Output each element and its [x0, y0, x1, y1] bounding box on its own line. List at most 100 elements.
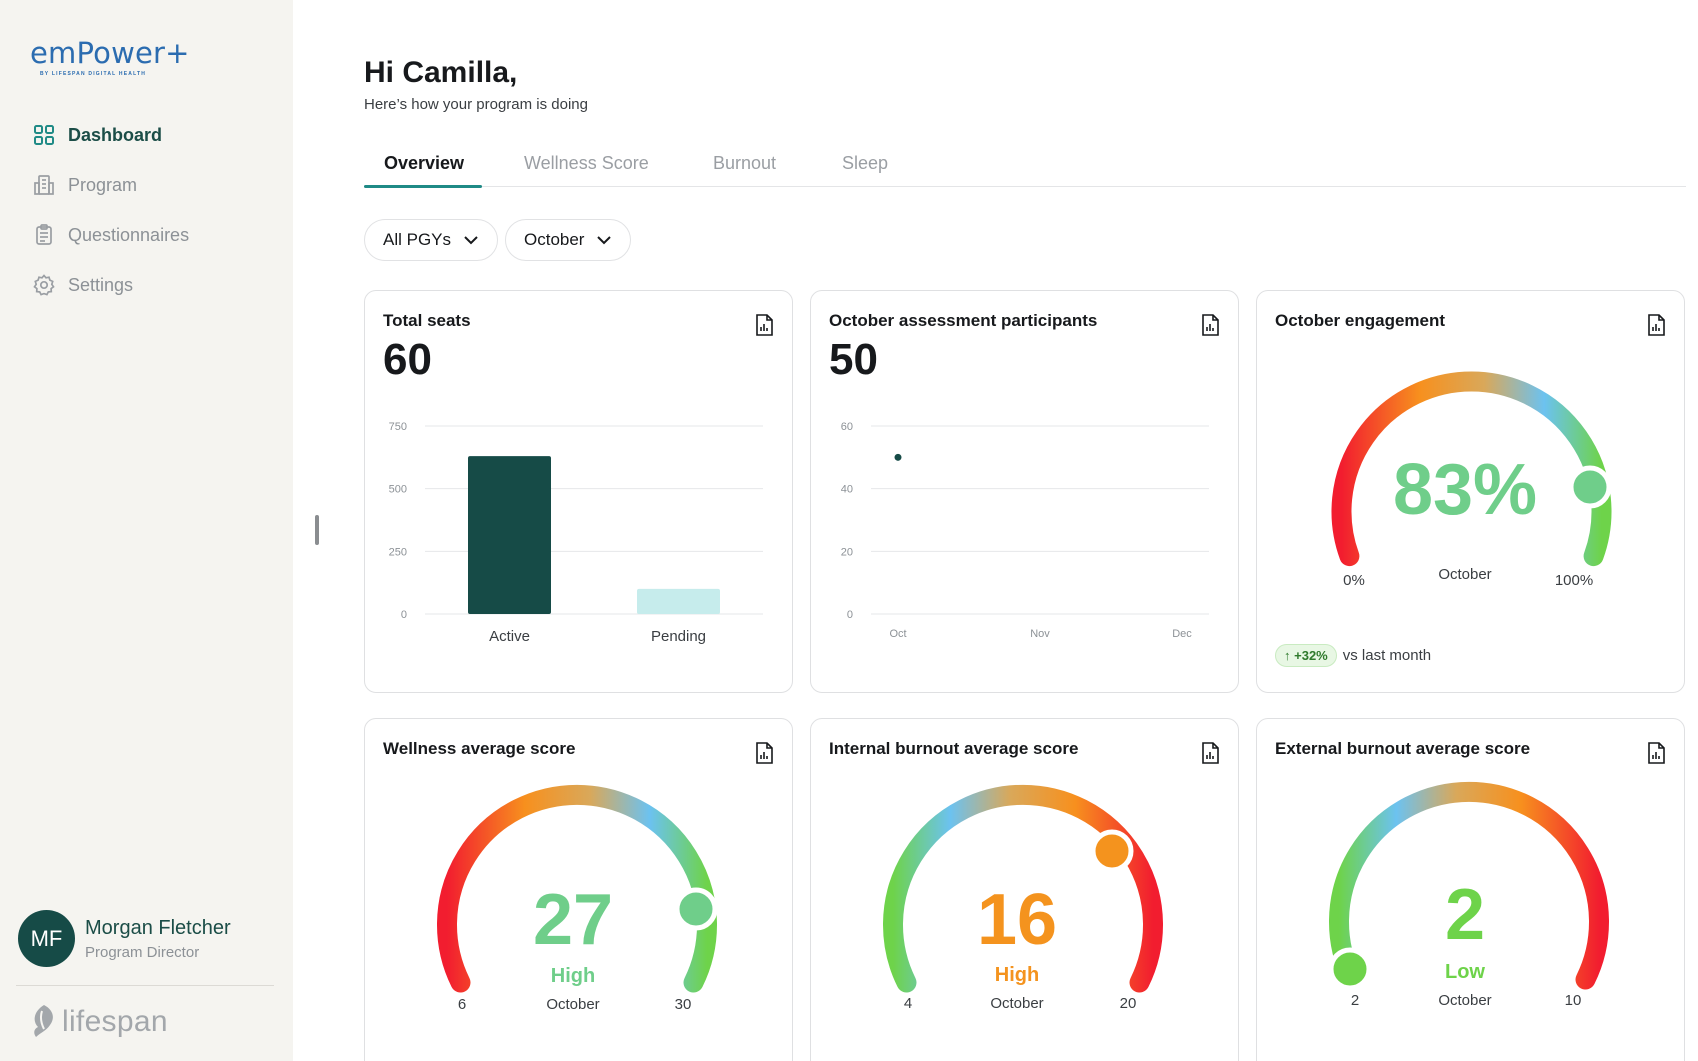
- bar: [637, 588, 720, 614]
- report-icon[interactable]: [754, 741, 774, 765]
- participants-value: 50: [829, 335, 878, 384]
- gauge-arc: [883, 784, 1163, 993]
- sidebar-item-label: Program: [68, 174, 138, 195]
- avatar: MF: [18, 910, 75, 967]
- lifespan-logo: lifespan: [30, 1003, 168, 1041]
- card-title: October engagement: [1275, 311, 1446, 330]
- engagement-card: October engagement 83% October 0% 100% ↑…: [1256, 290, 1685, 693]
- brand-tagline: BY LIFESPAN DIGITAL HEALTH: [40, 71, 147, 77]
- gauge-max-label: 30: [675, 996, 692, 1013]
- report-icon[interactable]: [1646, 741, 1666, 765]
- y-tick-label: 0: [847, 609, 853, 621]
- data-point: [894, 453, 902, 461]
- internal-burnout-level: High: [995, 964, 1039, 986]
- gauge-marker: [1090, 829, 1134, 873]
- gear-icon: [33, 274, 55, 296]
- gauge-max-label: 20: [1120, 995, 1137, 1012]
- sidebar-item-label: Settings: [68, 274, 134, 295]
- brand-name: emPower+: [30, 36, 190, 70]
- external-burnout-value: 2: [1445, 875, 1485, 955]
- sidebar-nav: Dashboard Program Questionnaires Setting…: [32, 110, 189, 310]
- bar: [468, 456, 551, 614]
- lifespan-leaf-icon: [34, 1005, 53, 1037]
- card-title: Wellness average score: [383, 739, 576, 758]
- report-icon[interactable]: [1200, 741, 1220, 765]
- gauge-min-label: 4: [904, 995, 912, 1012]
- month-filter-dropdown[interactable]: October: [505, 219, 632, 261]
- brand-logo[interactable]: emPower+ BY LIFESPAN DIGITAL HEALTH: [30, 36, 190, 77]
- y-tick-label: 500: [389, 484, 407, 496]
- external-burnout-card: External burnout average score 2 Low Oct…: [1256, 718, 1685, 1061]
- wellness-value: 27: [533, 880, 613, 960]
- gauge-max-label: 10: [1565, 992, 1582, 1009]
- gauge-min-label: 0%: [1343, 572, 1365, 589]
- resize-handle[interactable]: [315, 515, 319, 545]
- user-name: Morgan Fletcher: [85, 916, 231, 939]
- card-title: External burnout average score: [1275, 739, 1531, 758]
- external-burnout-gauge: 2 Low October 2 10: [1328, 781, 1609, 1009]
- user-profile[interactable]: MF Morgan Fletcher Program Director: [18, 910, 231, 967]
- x-tick-label: Dec: [1172, 628, 1192, 640]
- gauge-marker: [674, 887, 718, 931]
- tab-active-indicator: [364, 185, 482, 188]
- tab-bar: Overview Wellness Score Burnout Sleep: [364, 145, 1686, 188]
- x-tick-label: Pending: [651, 628, 706, 645]
- card-title: Total seats: [383, 311, 471, 330]
- tab-burnout[interactable]: Burnout: [713, 153, 777, 173]
- grid-icon: [34, 125, 54, 145]
- gauge-arc: [1329, 781, 1609, 990]
- pgy-filter-value: All PGYs: [383, 230, 452, 249]
- y-tick-label: 60: [841, 421, 853, 433]
- total-seats-value: 60: [383, 335, 432, 384]
- gauge-max-label: 100%: [1555, 572, 1593, 589]
- gauge-period: October: [546, 996, 599, 1013]
- user-role: Program Director: [85, 943, 200, 961]
- internal-burnout-card: Internal burnout average score 16 High O…: [810, 718, 1239, 1061]
- wellness-level: High: [551, 965, 595, 987]
- pgy-filter-dropdown[interactable]: All PGYs: [364, 219, 499, 261]
- month-filter-value: October: [524, 230, 585, 249]
- gauge-marker: [1568, 465, 1612, 509]
- x-tick-label: Oct: [889, 628, 906, 640]
- wellness-card: Wellness average score 27 High October 6…: [364, 718, 793, 1061]
- participants-card: October assessment participants 50 0 20 40…: [810, 290, 1239, 693]
- participants-chart: 0 20 40 60 Oct Nov Dec: [841, 421, 1209, 640]
- engagement-gauge: 83% October 0% 100%: [1331, 371, 1612, 589]
- y-tick-label: 0: [401, 609, 407, 621]
- sidebar-item-settings[interactable]: Settings: [32, 260, 189, 310]
- x-tick-label: Active: [489, 628, 530, 645]
- external-burnout-level: Low: [1445, 961, 1485, 983]
- sidebar-item-label: Questionnaires: [68, 224, 190, 245]
- internal-burnout-gauge: 16 High October 4 20: [883, 784, 1163, 1012]
- card-title: October assessment participants: [829, 311, 1098, 330]
- clipboard-icon: [36, 224, 52, 245]
- chevron-down-icon: [597, 236, 612, 245]
- gauge-period: October: [990, 995, 1043, 1012]
- building-icon: [34, 175, 54, 195]
- report-icon[interactable]: [1646, 313, 1666, 337]
- wellness-gauge: 27 High October 6 30: [437, 784, 718, 1013]
- internal-burnout-value: 16: [977, 880, 1057, 960]
- engagement-delta: ↑ +32% vs last month: [1275, 644, 1431, 667]
- gauge-min-label: 6: [458, 996, 466, 1013]
- y-tick-label: 750: [389, 421, 407, 433]
- tab-wellness-score[interactable]: Wellness Score: [524, 153, 649, 173]
- delta-value: +32%: [1294, 648, 1328, 663]
- delta-badge: ↑ +32%: [1275, 644, 1337, 667]
- report-icon[interactable]: [1200, 313, 1220, 337]
- card-title: Internal burnout average score: [829, 739, 1079, 758]
- sidebar-item-label: Dashboard: [68, 124, 163, 145]
- sidebar-item-dashboard[interactable]: Dashboard: [32, 110, 189, 160]
- total-seats-card: Total seats 60 0 250 500 750 Active Pending: [364, 290, 793, 693]
- y-tick-label: 40: [841, 484, 853, 496]
- engagement-value: 83%: [1393, 450, 1537, 530]
- page-title: Hi Camilla,: [364, 56, 518, 89]
- sidebar-item-program[interactable]: Program: [32, 160, 189, 210]
- y-tick-label: 250: [389, 546, 407, 558]
- tab-overview[interactable]: Overview: [384, 153, 465, 173]
- report-icon[interactable]: [754, 313, 774, 337]
- x-tick-label: Nov: [1030, 628, 1050, 640]
- sidebar-item-questionnaires[interactable]: Questionnaires: [32, 210, 189, 260]
- tab-sleep[interactable]: Sleep: [842, 153, 889, 173]
- seats-bar-chart: 0 250 500 750 Active Pending: [389, 421, 763, 645]
